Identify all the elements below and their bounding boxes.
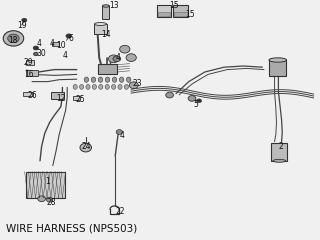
Circle shape	[33, 46, 38, 50]
Text: 15: 15	[170, 1, 179, 11]
Text: 19: 19	[18, 21, 27, 30]
Circle shape	[126, 54, 136, 61]
Circle shape	[188, 96, 196, 101]
Ellipse shape	[102, 5, 109, 7]
Text: 15: 15	[186, 10, 195, 19]
Text: 14: 14	[101, 30, 110, 39]
Ellipse shape	[99, 84, 103, 89]
Text: 12: 12	[56, 94, 66, 103]
Ellipse shape	[73, 84, 77, 89]
Bar	[269, 60, 286, 76]
Ellipse shape	[118, 84, 122, 89]
Text: 1: 1	[45, 177, 50, 186]
Ellipse shape	[112, 77, 117, 82]
Ellipse shape	[86, 84, 90, 89]
Ellipse shape	[126, 77, 131, 82]
Ellipse shape	[119, 77, 124, 82]
Circle shape	[22, 18, 27, 22]
Ellipse shape	[92, 84, 97, 89]
Circle shape	[66, 34, 72, 38]
Text: 28: 28	[46, 198, 56, 207]
Bar	[94, 24, 107, 34]
Text: 26: 26	[27, 91, 37, 101]
Bar	[52, 42, 59, 46]
Text: 4: 4	[120, 131, 125, 140]
Circle shape	[116, 130, 123, 134]
Text: 5: 5	[194, 100, 198, 109]
Circle shape	[38, 196, 45, 202]
Text: 4: 4	[62, 51, 67, 60]
Circle shape	[80, 143, 92, 152]
Circle shape	[120, 45, 130, 53]
Ellipse shape	[94, 23, 107, 25]
Ellipse shape	[98, 77, 103, 82]
Ellipse shape	[79, 84, 84, 89]
Circle shape	[196, 99, 202, 103]
Text: 24: 24	[82, 142, 91, 151]
Text: 4: 4	[37, 39, 42, 48]
Bar	[98, 64, 117, 74]
Bar	[102, 6, 109, 19]
Text: WIRE HARNESS (NPS503): WIRE HARNESS (NPS503)	[6, 223, 138, 233]
Circle shape	[46, 197, 53, 202]
Text: 23: 23	[133, 79, 142, 89]
Bar	[174, 12, 187, 16]
Ellipse shape	[105, 77, 110, 82]
Ellipse shape	[124, 84, 129, 89]
Bar	[73, 96, 80, 100]
Circle shape	[8, 34, 19, 43]
Bar	[26, 60, 34, 65]
Ellipse shape	[84, 77, 89, 82]
Text: 13: 13	[109, 1, 118, 11]
Text: 10: 10	[56, 41, 66, 50]
Text: 18: 18	[8, 36, 18, 45]
Text: 22: 22	[115, 207, 125, 216]
Text: 6: 6	[69, 34, 74, 43]
Ellipse shape	[269, 58, 287, 62]
Text: 25: 25	[75, 95, 85, 104]
Ellipse shape	[91, 77, 96, 82]
Text: 29: 29	[24, 58, 34, 67]
Bar	[271, 143, 287, 161]
Text: 4: 4	[50, 39, 54, 48]
Circle shape	[166, 92, 173, 98]
Bar	[173, 5, 188, 17]
Text: 16: 16	[24, 70, 34, 79]
Circle shape	[34, 52, 38, 56]
Bar	[26, 70, 38, 76]
Bar	[157, 5, 171, 17]
Text: 4: 4	[115, 53, 120, 62]
Ellipse shape	[112, 84, 116, 89]
Bar	[51, 92, 64, 99]
Circle shape	[129, 82, 138, 89]
Bar	[26, 172, 65, 198]
Circle shape	[3, 31, 24, 46]
Circle shape	[113, 56, 121, 62]
Text: 30: 30	[37, 49, 46, 59]
Ellipse shape	[273, 159, 286, 162]
Circle shape	[108, 55, 119, 63]
Bar	[23, 92, 33, 96]
Bar	[158, 12, 170, 16]
Ellipse shape	[105, 84, 109, 89]
Text: 2: 2	[278, 142, 283, 151]
